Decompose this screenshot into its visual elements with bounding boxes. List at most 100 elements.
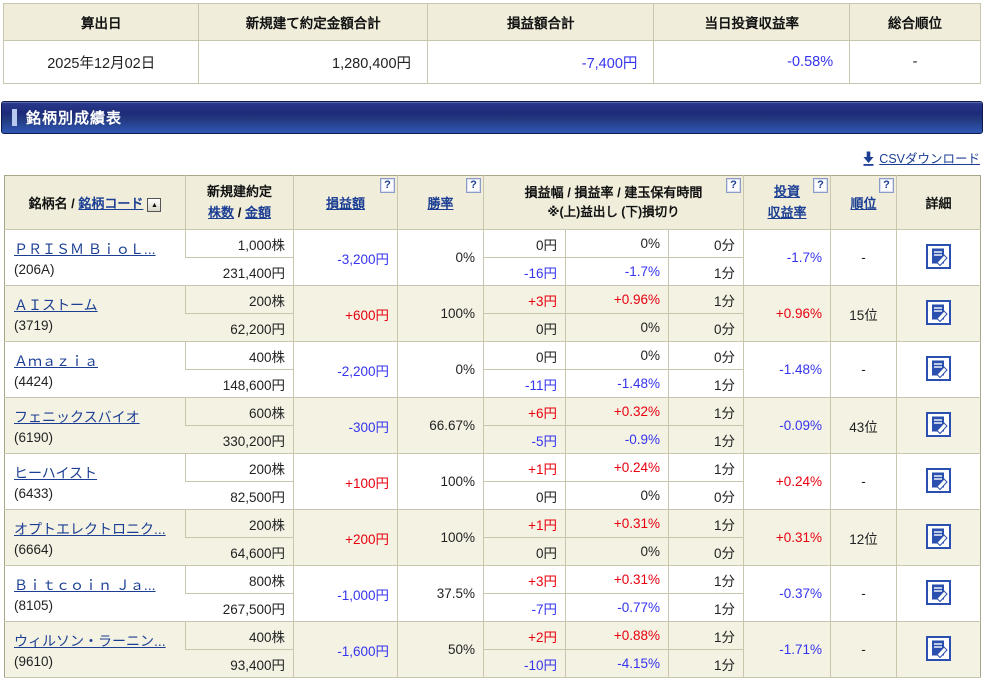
detail-button[interactable] [926, 523, 951, 549]
rank-cell: - [830, 621, 897, 678]
stock-cell: ヒーハイスト (6433) [4, 453, 186, 510]
shares-cell: 600株 [185, 397, 294, 426]
header-amount-link[interactable]: 金額 [244, 204, 271, 220]
loss-time-cell: 0分 [668, 481, 744, 510]
csv-download-row: CSVダウンロード [0, 134, 984, 175]
detail-cell [896, 453, 981, 510]
roi-cell: +0.96% [743, 285, 831, 342]
stock-code: (9610) [14, 653, 54, 669]
summary-date: 2025年12月02日 [2, 40, 200, 84]
detail-cell [896, 285, 981, 342]
amount-cell: 148,600円 [185, 369, 294, 398]
table-row-sub: 148,600円 -11円 -1.48% 1分 [5, 369, 981, 398]
loss-rate-cell: -1.48% [565, 369, 669, 398]
summary-table: 算出日 新規建て約定金額合計 損益額合計 当日投資収益率 総合順位 2025年1… [2, 3, 981, 84]
profit-time-cell: 1分 [668, 621, 744, 650]
loss-time-cell: 1分 [668, 425, 744, 454]
profit-rate-cell: +0.31% [565, 509, 669, 538]
detail-button[interactable] [926, 243, 951, 269]
profit-rate-cell: +0.24% [565, 453, 669, 482]
detail-memo-icon [926, 635, 951, 661]
win-rate-cell: 50% [397, 621, 484, 678]
header-roi-link[interactable]: 収益率 [767, 204, 807, 220]
header-pnl-link[interactable]: 損益額 [325, 196, 365, 211]
pnl-cell: -300円 [293, 397, 398, 454]
table-row: ヒーハイスト (6433) 200株 +100円 100% +1円 +0.24%… [4, 453, 981, 510]
shares-cell: 400株 [185, 621, 294, 650]
header-rank: ? 順位 [830, 175, 897, 230]
loss-rate-cell: -0.77% [565, 593, 669, 622]
loss-width-cell: -10円 [483, 649, 566, 678]
amount-cell: 82,500円 [185, 481, 294, 510]
rank-cell: 12位 [830, 509, 897, 566]
help-icon[interactable]: ? [726, 178, 741, 193]
header-win-rate: ? 勝率 [397, 175, 484, 230]
table-row-sub: 330,200円 -5円 -0.9% 1分 [5, 425, 981, 454]
detail-button[interactable] [926, 299, 951, 325]
detail-button[interactable] [926, 355, 951, 381]
stock-name-link[interactable]: ＡＩストーム [14, 296, 98, 313]
detail-cell [896, 341, 981, 398]
detail-memo-icon [926, 579, 951, 605]
profit-width-cell: +3円 [483, 565, 566, 594]
header-new-contract: 新規建約定 株数 / 金額 [185, 175, 294, 230]
section-title-bar: 銘柄別成績表 [1, 101, 983, 134]
win-rate-cell: 100% [397, 509, 484, 566]
detail-button[interactable] [926, 467, 951, 493]
profit-time-cell: 1分 [668, 285, 744, 314]
header-rank-link[interactable]: 順位 [850, 196, 877, 211]
table-row-sub: 93,400円 -10円 -4.15% 1分 [5, 649, 981, 678]
table-row: ウィルソン・ラーニン... (9610) 400株 -1,600円 50% +2… [4, 621, 981, 678]
help-icon[interactable]: ? [813, 178, 828, 193]
sort-ascending-button[interactable]: ▲ [147, 198, 162, 213]
amount-cell: 231,400円 [185, 257, 294, 286]
detail-button[interactable] [926, 579, 951, 605]
profit-time-cell: 1分 [668, 565, 744, 594]
detail-button[interactable] [926, 635, 951, 661]
detail-cell [896, 565, 981, 622]
amount-cell: 93,400円 [185, 649, 294, 678]
header-win-rate-link[interactable]: 勝率 [427, 196, 454, 211]
detail-memo-icon [926, 299, 951, 325]
csv-download-link[interactable]: CSVダウンロード [862, 151, 980, 166]
profit-time-cell: 1分 [668, 509, 744, 538]
header-roi-link[interactable]: 投資 [773, 184, 800, 200]
help-icon[interactable]: ? [380, 178, 395, 193]
loss-width-cell: 0円 [483, 537, 566, 566]
stock-name-link[interactable]: ヒーハイスト [14, 464, 98, 481]
summary-roi: -0.58% [653, 40, 851, 84]
help-icon[interactable]: ? [879, 178, 894, 193]
stock-name-link[interactable]: オプトエレクトロニク... [14, 520, 166, 537]
amount-cell: 267,500円 [185, 593, 294, 622]
stock-name-link[interactable]: ウィルソン・ラーニン... [14, 632, 166, 649]
stock-name-link[interactable]: Ａｍａｚｉａ [14, 352, 98, 369]
summary-header-total-pnl: 損益額合計 [427, 3, 655, 41]
profit-width-cell: 0円 [483, 229, 566, 258]
profit-rate-cell: +0.31% [565, 565, 669, 594]
loss-width-cell: 0円 [483, 481, 566, 510]
performance-table-section: 銘柄名 / 銘柄コード ▲ 新規建約定 株数 / 金額 ? 損益額 ? 勝率 ? [0, 175, 984, 678]
loss-rate-cell: 0% [565, 313, 669, 342]
loss-time-cell: 1分 [668, 369, 744, 398]
stock-name-link[interactable]: Ｂｉｔｃｏｉｎ Ｊａ... [14, 576, 156, 593]
loss-time-cell: 1分 [668, 649, 744, 678]
profit-width-cell: +3円 [483, 285, 566, 314]
roi-cell: -0.09% [743, 397, 831, 454]
detail-button[interactable] [926, 411, 951, 437]
pnl-cell: -1,600円 [293, 621, 398, 678]
amount-cell: 330,200円 [185, 425, 294, 454]
shares-cell: 400株 [185, 341, 294, 370]
table-row: フェニックスバイオ (6190) 600株 -300円 66.67% +6円 +… [4, 397, 981, 454]
profit-width-cell: +1円 [483, 509, 566, 538]
stock-code: (4424) [14, 373, 54, 389]
stock-cell: Ａｍａｚｉａ (4424) [4, 341, 186, 398]
section-title: 銘柄別成績表 [26, 110, 123, 127]
help-icon[interactable]: ? [466, 178, 481, 193]
header-shares-link[interactable]: 株数 [208, 204, 235, 220]
roi-cell: -1.7% [743, 229, 831, 286]
detail-cell [896, 621, 981, 678]
loss-time-cell: 0分 [668, 313, 744, 342]
header-stock-code-link[interactable]: 銘柄コード [78, 195, 144, 211]
stock-name-link[interactable]: ＰＲＩＳＭ ＢｉｏＬ... [14, 240, 156, 257]
stock-name-link[interactable]: フェニックスバイオ [14, 408, 140, 425]
